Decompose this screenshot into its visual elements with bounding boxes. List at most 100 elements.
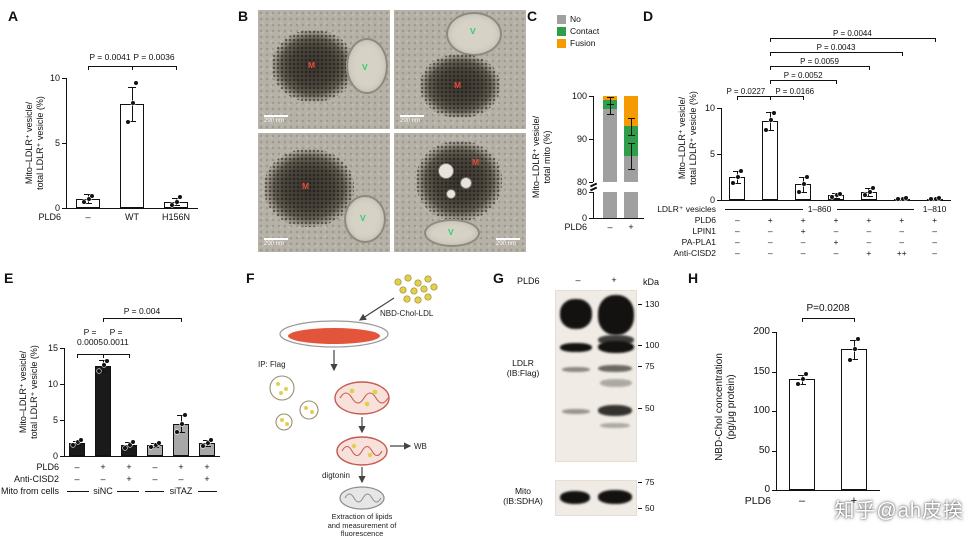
- scale-bar-line: [400, 115, 424, 117]
- y-tick: [717, 200, 721, 201]
- y-tick: [62, 78, 66, 79]
- panel-label-c: C: [527, 8, 538, 24]
- y-axis: [66, 78, 67, 208]
- panel-b: B M V 200 nm M V 200 nm M V 200 nm: [238, 8, 526, 260]
- x-row-cell: –: [735, 237, 740, 247]
- y-tick-label: 80: [576, 177, 587, 187]
- y-tick-label: 0: [52, 451, 58, 461]
- y-axis-label-line: Mito–LDLR⁺ vesicle/: [18, 350, 28, 434]
- blot-band: [560, 491, 590, 504]
- sig-bracket-end: [77, 354, 78, 358]
- vesicle-em: [344, 195, 386, 243]
- x-row-cell: –: [932, 237, 937, 247]
- error-bar: [630, 143, 632, 170]
- x-row-cell: +: [833, 237, 839, 247]
- blot-band: [598, 335, 634, 345]
- data-point: [131, 100, 135, 105]
- blot-band: [598, 341, 634, 353]
- x-row-label: Mito from cells: [0, 486, 59, 496]
- error-cap: [733, 183, 742, 185]
- mitochondrion-em: [264, 149, 354, 227]
- stack-segment-no: [603, 108, 617, 182]
- x-row-cell: +: [100, 462, 106, 472]
- panel-label-d: D: [643, 8, 654, 24]
- panel-label-b: B: [238, 8, 249, 24]
- scale-bar-line: [264, 238, 288, 240]
- y-tick: [772, 332, 776, 333]
- y-tick: [60, 384, 64, 385]
- x-row-label: Anti-CISD2: [673, 248, 716, 258]
- y-tick-label: 15: [47, 343, 58, 353]
- sig-bracket-end: [176, 66, 177, 70]
- x-row-cell: +: [800, 226, 806, 236]
- vesicle-letter: V: [360, 213, 366, 223]
- sig-bracket-line: [103, 318, 181, 319]
- sig-bracket-end: [88, 66, 89, 70]
- lane-label-plus: +: [611, 275, 617, 285]
- x-row-cell: –: [866, 237, 872, 247]
- data-point: [801, 377, 805, 382]
- error-cap: [128, 120, 136, 122]
- x-group-label: 1–860: [807, 204, 832, 214]
- y-axis-label-line: Mito–LDLR⁺ vesicle/: [24, 101, 34, 185]
- data-point: [867, 189, 872, 194]
- x-row-cell: +: [178, 462, 184, 472]
- western-blot-sdha: [555, 480, 637, 516]
- sig-bracket-end: [854, 318, 855, 322]
- bottom-text-line: and measurement of: [328, 521, 398, 530]
- kda-marker: 50: [645, 403, 655, 413]
- sig-bracket-end: [132, 66, 133, 70]
- y-tick: [772, 411, 776, 412]
- bar: [762, 120, 779, 200]
- data-point: [739, 168, 744, 173]
- y-tick: [589, 182, 593, 183]
- p-value: P = 0.0011: [103, 327, 129, 347]
- vesicle-em: [424, 219, 480, 247]
- y-tick-label: 50: [758, 444, 770, 456]
- mitochondrion-extracted: [339, 486, 385, 510]
- sig-bracket-line: [770, 66, 869, 67]
- kda-marker: 100: [645, 340, 660, 350]
- scale-bar-line: [264, 115, 288, 117]
- panel-e: E Mito–LDLR⁺ vesicle/ total LDLR⁺ vesicl…: [0, 270, 242, 538]
- blot-target-label: LDLR (IB:Flag): [493, 358, 553, 378]
- scale-bar: 200 nm: [264, 238, 288, 248]
- y-axis: [593, 96, 594, 182]
- x-axis: [776, 490, 880, 491]
- y-tick: [60, 348, 64, 349]
- scale-bar-label: 200 nm: [400, 118, 421, 124]
- data-point: [830, 195, 834, 200]
- x-row-cell: +: [866, 215, 872, 225]
- y-axis-label-line: total mito (%): [541, 130, 552, 184]
- sig-bracket-line: [132, 66, 176, 67]
- stack-segment-contact: [624, 126, 638, 157]
- x-row-label: PLD6: [36, 462, 59, 472]
- data-point: [97, 369, 101, 374]
- y-tick-label: 90: [576, 134, 587, 144]
- data-point: [870, 186, 875, 191]
- error-cap: [766, 111, 775, 113]
- sig-bracket-line: [802, 318, 854, 319]
- x-row-cell: –: [866, 226, 872, 236]
- x-row-cell: –: [798, 495, 806, 507]
- y-tick-label: 80: [576, 187, 587, 197]
- sig-bracket-end: [901, 52, 903, 56]
- mito-letter: M: [472, 157, 480, 167]
- data-point: [804, 371, 808, 376]
- y-tick: [589, 192, 593, 193]
- kda-marker-tick: [638, 508, 642, 509]
- arrow: [358, 297, 395, 321]
- x-row-cell: –: [833, 226, 839, 236]
- x-row-label: PLD6: [38, 212, 61, 222]
- x-row-cell: –: [735, 215, 740, 225]
- kda-marker: 50: [645, 503, 655, 513]
- x-row-cell: –: [899, 226, 905, 236]
- legend-item: No: [557, 14, 599, 24]
- x-row-cell: –: [178, 474, 184, 484]
- panel-d: D Mito–LDLR⁺ vesicle/ total LDLR⁺ vesicl…: [643, 8, 965, 264]
- y-axis-label: NBD-Chol concentration (pg/μg protein): [714, 322, 738, 492]
- error-cap: [84, 203, 92, 205]
- sig-bracket-end: [868, 66, 870, 70]
- data-point: [175, 199, 179, 204]
- y-axis-label-line: total LDLR⁺ vesicle (%): [28, 345, 39, 439]
